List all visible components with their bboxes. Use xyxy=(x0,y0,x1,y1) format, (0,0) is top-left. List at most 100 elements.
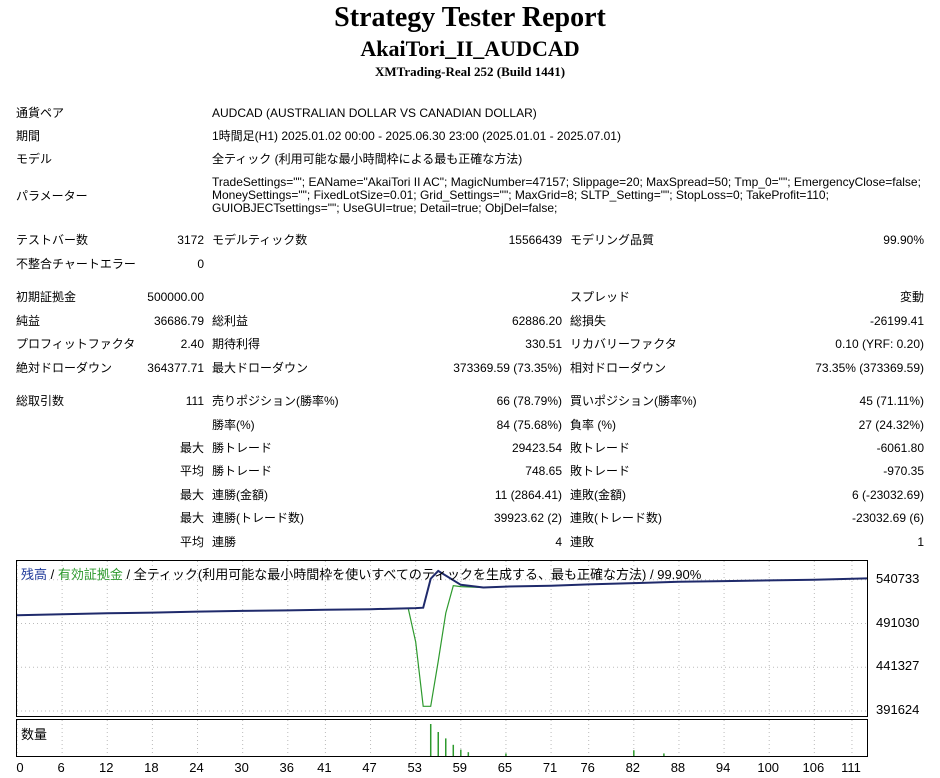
max-cons-win-amt-value: 11 (2864.41) xyxy=(494,488,562,502)
y-tick-label: 441327 xyxy=(876,658,920,674)
loss-rate-label: 負率 (%) xyxy=(570,418,616,432)
max-win-label: 勝トレード xyxy=(212,441,273,455)
spread-label: スプレッド xyxy=(570,290,631,304)
volume-label: 数量 xyxy=(21,727,48,742)
net-value: 36686.79 xyxy=(153,314,204,328)
avg-cons-loss-label: 連敗 xyxy=(570,535,595,549)
deposit-label: 初期証拠金 xyxy=(16,290,77,304)
max-cons-loss-amt-value: 6 (-23032.69) xyxy=(851,488,924,502)
avg-win-value: 748.65 xyxy=(525,464,562,478)
x-tick-label: 100 xyxy=(757,760,780,775)
balance-chart-svg xyxy=(17,561,867,716)
ticks-label: モデルティック数 xyxy=(212,233,308,247)
legend-balance: 残高 xyxy=(21,567,48,582)
x-tick-label: 94 xyxy=(715,760,731,775)
x-tick-label: 41 xyxy=(317,760,332,775)
balance-chart: 残高 / 有効証拠金 / 全ティック(利用可能な最小時間枠を使いすべてのティック… xyxy=(16,560,868,717)
x-tick-label: 53 xyxy=(407,760,422,775)
x-tick-label: 59 xyxy=(452,760,468,775)
legend-description: / 全ティック(利用可能な最小時間枠を使いすべてのティックを生成する、最も正確な… xyxy=(122,567,702,582)
x-tick-label: 76 xyxy=(580,760,595,775)
bars-label: テストバー数 xyxy=(16,233,89,247)
deposit-value: 500000.00 xyxy=(147,290,204,304)
x-tick-label: 47 xyxy=(362,760,377,775)
max-prefix: 最大 xyxy=(179,488,204,502)
avg-cons-win-value: 4 xyxy=(555,535,562,549)
ticks-value: 15566439 xyxy=(508,233,562,247)
abs-dd-label: 絶対ドローダウン xyxy=(16,361,113,375)
model-value: 全ティック (利用可能な最小時間枠による最も正確な方法) xyxy=(212,152,523,166)
avg-win-label: 勝トレード xyxy=(212,464,273,478)
x-tick-label: 65 xyxy=(497,760,513,775)
max-loss-value: -6061.80 xyxy=(876,441,924,455)
volume-chart: 数量 xyxy=(16,719,868,757)
period-value: 1時間足(H1) 2025.01.02 00:00 - 2025.06.30 2… xyxy=(212,129,621,143)
rel-dd-value: 73.35% (373369.59) xyxy=(815,361,924,375)
report-title: Strategy Tester Report xyxy=(334,2,606,33)
gross-loss-value: -26199.41 xyxy=(869,314,924,328)
spread-value: 変動 xyxy=(899,290,924,304)
avg-prefix: 平均 xyxy=(179,535,204,549)
y-tick-label: 491030 xyxy=(876,614,920,630)
pf-value: 2.40 xyxy=(180,337,204,351)
legend-separator: / xyxy=(47,567,58,582)
max-loss-label: 敗トレード xyxy=(570,441,631,455)
legend-equity: 有効証拠金 xyxy=(57,567,123,582)
balance-line xyxy=(17,569,867,617)
chart-legend: 残高 / 有効証拠金 / 全ティック(利用可能な最小時間枠を使いすべてのティック… xyxy=(21,564,701,583)
expected-value: 330.51 xyxy=(525,337,562,351)
win-rate-value: 84 (75.68%) xyxy=(496,418,562,432)
max-prefix: 最大 xyxy=(179,441,204,455)
total-trades-value: 111 xyxy=(185,394,204,408)
expected-label: 期待利得 xyxy=(212,337,261,351)
y-tick-label: 540733 xyxy=(876,570,920,586)
params-line: GUIOBJECTsettings=""; UseGUI=true; Detai… xyxy=(212,201,558,215)
loss-rate-value: 27 (24.32%) xyxy=(858,418,924,432)
max-dd-value: 373369.59 (73.35%) xyxy=(453,361,562,375)
params-value: TradeSettings=""; EAName="AkaiTori II AC… xyxy=(212,176,932,215)
mismatch-label: 不整合チャートエラー xyxy=(16,257,136,271)
symbol-label: 通貨ペア xyxy=(16,106,65,120)
x-tick-label: 111 xyxy=(841,760,861,775)
gross-loss-label: 総損失 xyxy=(570,314,607,328)
x-tick-label: 30 xyxy=(234,760,249,775)
max-cons-win-cnt-label: 連勝(トレード数) xyxy=(212,511,304,525)
period-label: 期間 xyxy=(16,129,41,143)
gross-profit-label: 総利益 xyxy=(212,314,249,328)
report-subtitle: AkaiTori_II_AUDCAD xyxy=(360,36,580,61)
rel-dd-label: 相対ドローダウン xyxy=(570,361,667,375)
long-label: 買いポジション(勝率%) xyxy=(570,394,697,408)
avg-cons-loss-value: 1 xyxy=(917,535,924,549)
max-cons-loss-cnt-label: 連敗(トレード数) xyxy=(570,511,662,525)
gross-profit-value: 62886.20 xyxy=(511,314,562,328)
max-cons-win-amt-label: 連勝(金額) xyxy=(212,488,268,502)
params-line: MoneySettings=""; FixedLotSize=0.01; Gri… xyxy=(212,188,829,202)
params-line: TradeSettings=""; EAName="AkaiTori II AC… xyxy=(212,175,921,189)
recovery-label: リカバリーファクタ xyxy=(570,337,677,351)
mismatch-value: 0 xyxy=(197,257,204,271)
avg-prefix: 平均 xyxy=(179,464,204,478)
max-win-value: 29423.54 xyxy=(511,441,562,455)
x-tick-label: 36 xyxy=(279,760,295,775)
x-tick-label: 12 xyxy=(99,760,114,775)
bars-value: 3172 xyxy=(177,233,204,247)
max-cons-win-cnt-value: 39923.62 (2) xyxy=(493,511,562,525)
quality-label: モデリング品質 xyxy=(570,233,655,247)
model-label: モデル xyxy=(16,152,53,166)
short-label: 売りポジション(勝率%) xyxy=(212,394,339,408)
recovery-value: 0.10 (YRF: 0.20) xyxy=(835,337,924,351)
max-prefix: 最大 xyxy=(179,511,204,525)
max-cons-loss-cnt-value: -23032.69 (6) xyxy=(851,511,924,525)
long-value: 45 (71.11%) xyxy=(859,394,924,408)
equity-line xyxy=(17,577,867,707)
total-trades-label: 総取引数 xyxy=(16,394,65,408)
pf-label: プロフィットファクタ xyxy=(16,337,136,351)
quality-value: 99.90% xyxy=(883,233,924,247)
x-tick-label: 71 xyxy=(542,760,558,775)
net-label: 純益 xyxy=(16,314,41,328)
x-tick-label: 82 xyxy=(625,760,641,775)
y-tick-label: 391624 xyxy=(876,702,920,717)
max-dd-label: 最大ドローダウン xyxy=(212,361,309,375)
x-tick-label: 18 xyxy=(144,760,159,775)
win-rate-label: 勝率(%) xyxy=(212,418,255,432)
